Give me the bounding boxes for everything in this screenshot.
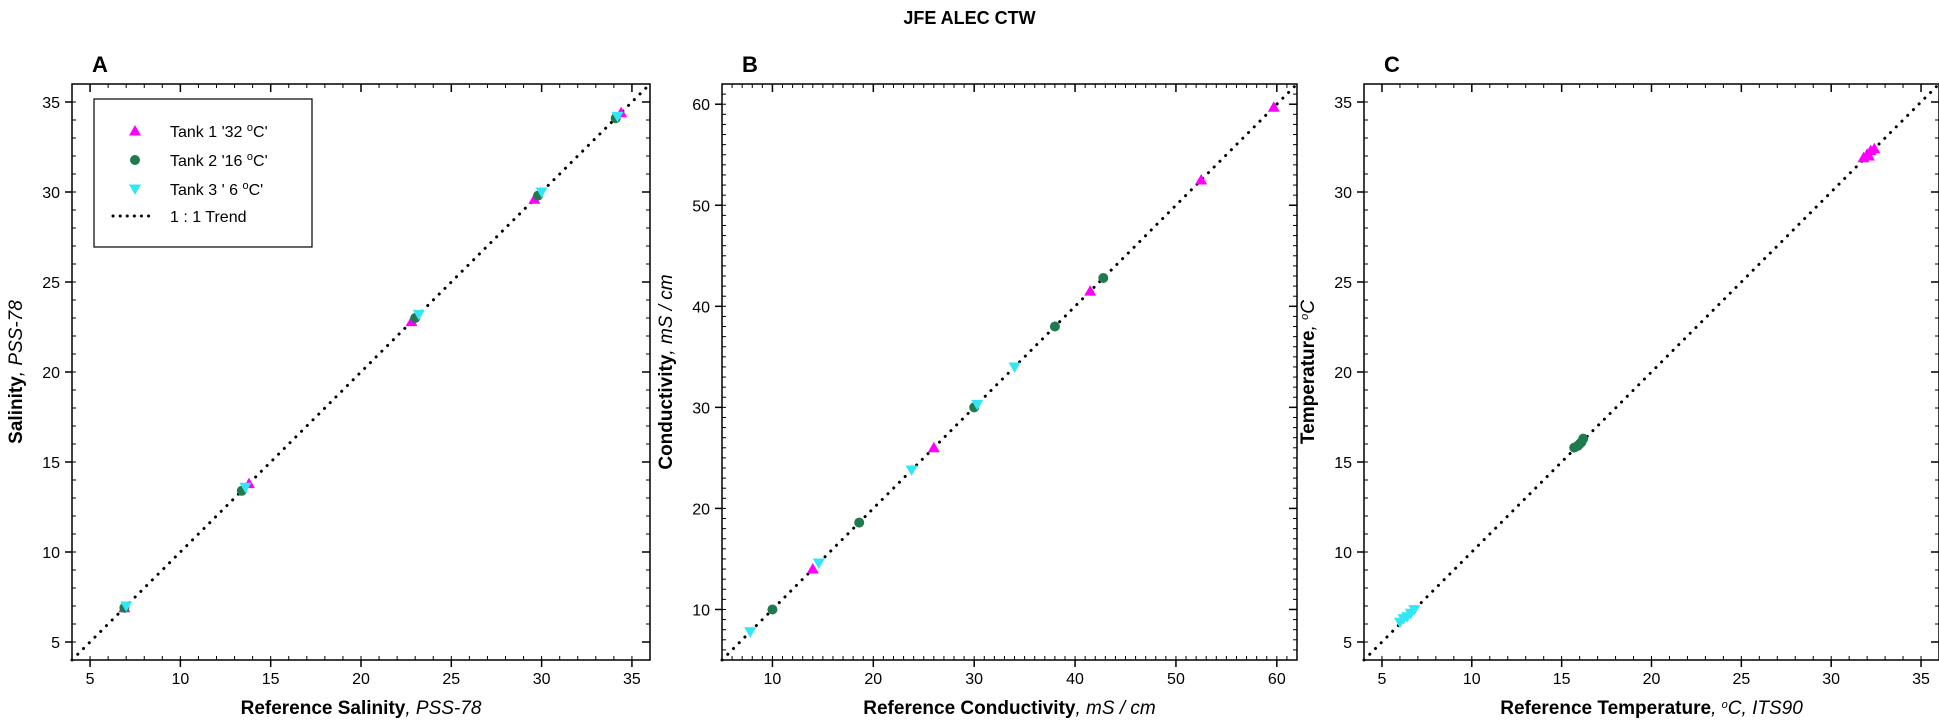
y-tick-label: 10	[1334, 545, 1352, 562]
data-point	[1267, 101, 1280, 112]
panel-label: A	[92, 52, 108, 77]
legend-label: 1 : 1 Trend	[170, 209, 247, 226]
data-point	[1868, 142, 1881, 154]
x-tick-label: 5	[1378, 671, 1387, 688]
x-tick-label: 40	[1066, 671, 1084, 688]
data-point	[905, 465, 918, 477]
panel-a: A 5 10 15 20 25 30 35 5 10 15 20 25 30 35 Reference Sal…	[6, 52, 652, 719]
y-tick-label: 60	[692, 97, 710, 114]
x-tick-label: 25	[1732, 671, 1750, 688]
data-point	[806, 563, 819, 574]
y-tick-label: 35	[42, 95, 60, 112]
x-tick-label: 10	[171, 671, 189, 688]
data-point	[971, 399, 984, 411]
data-point	[535, 187, 548, 198]
y-axis-label: Temperature, oC	[1298, 300, 1319, 444]
legend-label: Tank 1 '32 oC'	[170, 122, 268, 141]
y-tick-label: 25	[1334, 275, 1352, 292]
legend-label: Tank 3 ' 6 oC'	[170, 180, 263, 199]
y-tick-label: 40	[692, 299, 710, 316]
plot-frame	[721, 83, 1298, 661]
legend-label: Tank 2 '16 oC'	[170, 151, 268, 170]
y-tick-label: 20	[1334, 365, 1352, 382]
x-tick-label: 25	[442, 671, 460, 688]
data-point	[1578, 433, 1589, 444]
x-tick-label: 5	[86, 671, 95, 688]
x-tick-label: 30	[1822, 671, 1840, 688]
x-axis-label: Reference Conductivity, mS / cm	[863, 698, 1155, 719]
panel-b: B 10 20 30 40 50 60 10 20 30 40 50 60 Reference Condu…	[656, 52, 1299, 719]
x-axis-label: Reference Salinity, PSS-78	[241, 698, 482, 719]
panel-label: B	[742, 52, 758, 77]
data-point	[1084, 285, 1097, 296]
series-tank1	[1857, 142, 1881, 163]
trend-line	[720, 82, 1299, 662]
y-tick-label: 30	[692, 400, 710, 417]
legend-marker	[129, 184, 141, 195]
x-tick-label: 50	[1167, 671, 1185, 688]
data-point	[1408, 605, 1421, 616]
series-tank2	[1569, 433, 1589, 453]
y-tick-label: 50	[692, 198, 710, 215]
x-tick-label: 35	[623, 671, 641, 688]
x-tick-label: 60	[1268, 671, 1286, 688]
y-tick-label: 20	[692, 501, 710, 518]
x-tick-label: 30	[965, 671, 983, 688]
y-tick-label: 25	[42, 275, 60, 292]
data-point	[611, 111, 624, 123]
panel-c: C 5 10 15 20 25 30 35 5 10 15 20 25 30 35 Reference Tem…	[1298, 52, 1939, 719]
legend-marker	[129, 125, 141, 136]
y-tick-label: 5	[51, 635, 60, 652]
data-point	[1098, 273, 1109, 284]
x-axis-label: Reference Temperature, oC, ITS90	[1500, 698, 1803, 719]
series-tank1	[806, 101, 1280, 574]
x-tick-label: 30	[533, 671, 551, 688]
x-tick-label: 15	[262, 671, 280, 688]
x-tick-label: 20	[352, 671, 370, 688]
data-point	[812, 558, 825, 569]
x-tick-label: 10	[1463, 671, 1481, 688]
legend-box	[93, 98, 313, 248]
x-tick-label: 20	[864, 671, 882, 688]
y-axis-label: Salinity, PSS-78	[6, 300, 27, 444]
y-tick-label: 30	[42, 185, 60, 202]
y-tick-label: 5	[1343, 635, 1352, 652]
y-tick-label: 30	[1334, 185, 1352, 202]
data-point	[854, 517, 865, 528]
legend-marker	[130, 155, 140, 165]
data-point	[1195, 174, 1208, 185]
data-point	[239, 482, 252, 494]
series-tank3	[1393, 605, 1421, 629]
data-point	[412, 309, 425, 321]
x-tick-label: 10	[764, 671, 782, 688]
x-tick-label: 20	[1643, 671, 1661, 688]
y-tick-label: 15	[42, 455, 60, 472]
panel-label: C	[1384, 52, 1400, 77]
data-point	[1049, 321, 1060, 332]
figure-title: JFE ALEC CTW	[903, 8, 1036, 28]
series-tank3	[120, 111, 624, 612]
data-point	[744, 627, 757, 638]
trend-line	[1362, 82, 1939, 662]
data-point	[767, 604, 778, 615]
data-point	[927, 441, 940, 453]
trend-line	[70, 82, 652, 662]
y-tick-label: 10	[42, 545, 60, 562]
series-tank3	[744, 362, 1021, 638]
data-point	[1008, 362, 1021, 373]
y-tick-label: 35	[1334, 95, 1352, 112]
x-tick-label: 15	[1553, 671, 1571, 688]
y-axis-label: Conductivity, mS / cm	[656, 274, 677, 469]
legend: Tank 1 '32 oC' Tank 2 '16 oC' Tank 3 ' 6 o…	[93, 98, 313, 248]
x-tick-label: 35	[1912, 671, 1930, 688]
y-tick-label: 20	[42, 365, 60, 382]
data-point	[1862, 150, 1875, 161]
data-point	[120, 601, 133, 612]
y-tick-label: 10	[692, 602, 710, 619]
y-tick-label: 15	[1334, 455, 1352, 472]
